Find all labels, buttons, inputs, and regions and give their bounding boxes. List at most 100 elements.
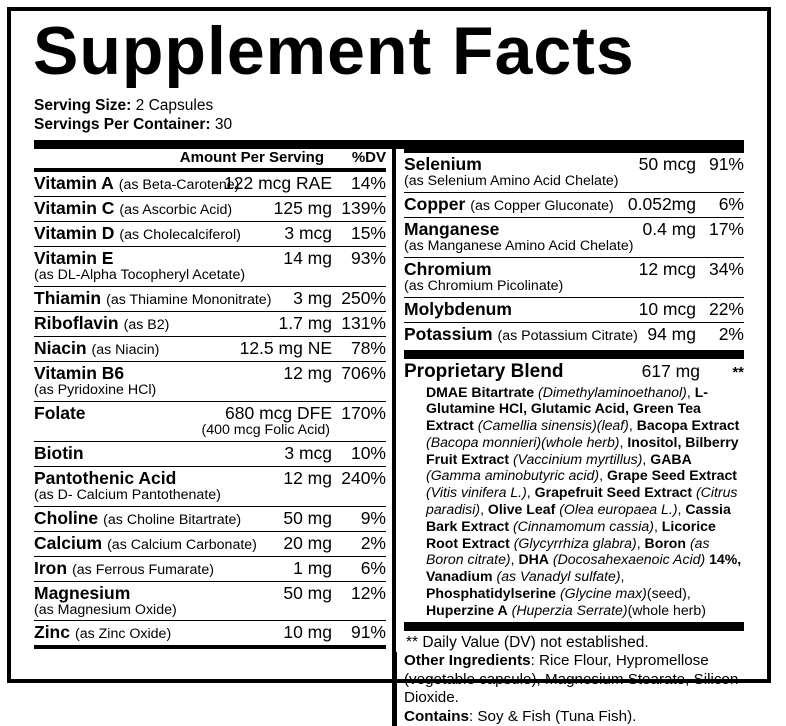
nutrient-source: (as Potassium Citrate)	[497, 327, 638, 344]
proprietary-blend-ingredients: DMAE Bitartrate (Dimethylaminoethanol), …	[426, 383, 742, 618]
nutrient-row-main: Molybdenum 10 mcg 22%	[404, 299, 744, 320]
nutrient-source: (as Thiamine Mononitrate)	[106, 291, 272, 308]
nutrient-amount: 1.7 mg	[278, 312, 333, 333]
nutrient-source: (as Chromium Picolinate)	[404, 277, 564, 294]
nutrient-column-right: Selenium 50 mcg 91% (as Selenium Amino Acid…	[404, 148, 744, 652]
nutrient-name: Vitamin B6	[34, 362, 125, 383]
nutrient-source: (as Magnesium Oxide)	[34, 601, 177, 618]
nutrient-name-group: Selenium	[404, 154, 633, 175]
nutrient-percent-dv: 10%	[350, 442, 386, 463]
nutrient-percent-dv: 6%	[718, 193, 744, 214]
serving-size-label: Serving Size:	[34, 96, 132, 114]
nutrient-name: Molybdenum	[404, 298, 512, 319]
nutrient-percent-dv: 706%	[341, 362, 386, 383]
nutrient-amount: 10 mg	[283, 622, 332, 643]
nutrient-name: Zinc	[34, 622, 70, 643]
nutrient-row-main: Biotin 3 mcg 10%	[34, 443, 386, 464]
nutrient-amount: 10 mcg	[638, 298, 696, 319]
nutrient-row: Manganese 0.4 mg 17% (as Manganese Amino Ac…	[404, 216, 744, 257]
serving-info: Serving Size: 2 Capsules Servings Per Co…	[34, 96, 753, 135]
nutrient-name: Calcium	[34, 532, 103, 553]
nutrient-source: (as Manganese Amino Acid Chelate)	[404, 237, 634, 254]
nutrient-percent-dv: 15%	[350, 222, 386, 243]
nutrient-amount: 122 mcg RAE	[224, 172, 332, 193]
nutrient-row-main: Zinc (as Zinc Oxide) 10 mg 91%	[34, 622, 386, 643]
nutrient-name-group: Niacin (as Niacin)	[34, 338, 234, 359]
nutrient-row-main: Vitamin B6 12 mg 706%	[34, 363, 386, 384]
nutrient-row: Riboflavin (as B2) 1.7 mg 131%	[34, 310, 386, 336]
nutrient-name-group: Biotin	[34, 443, 278, 464]
nutrient-percent-dv: 139%	[341, 197, 386, 218]
nutrient-row-main: Manganese 0.4 mg 17%	[404, 219, 744, 240]
nutrient-percent-dv: 78%	[350, 337, 386, 358]
nutrient-percent-dv: 240%	[341, 467, 386, 488]
nutrient-name: Niacin	[34, 337, 87, 358]
nutrient-amount: 0.4 mg	[642, 218, 697, 239]
nutrient-row-main: Vitamin A (as Beta-Carotene) 122 mcg RAE 14…	[34, 173, 386, 194]
nutrient-percent-dv: 2%	[360, 532, 386, 553]
nutrient-amount: 12 mg	[283, 467, 332, 488]
other-ingredients-text: : Rice Flour, Hypromellose (vegetable ca…	[404, 652, 739, 707]
nutrient-amount: 12.5 mg NE	[239, 337, 332, 358]
nutrient-row: Selenium 50 mcg 91% (as Selenium Amino Acid…	[404, 153, 744, 192]
amount-per-serving-header: Amount Per Serving	[179, 148, 324, 166]
nutrient-name: Riboflavin	[34, 312, 119, 333]
nutrient-source: (as DL-Alpha Tocopheryl Acetate)	[34, 266, 246, 283]
nutrient-percent-dv: 17%	[708, 218, 744, 239]
nutrient-amount: 3 mg	[293, 287, 332, 308]
right-nutrient-rows: Selenium 50 mcg 91% (as Selenium Amino Acid…	[404, 153, 744, 347]
nutrient-percent-dv: 6%	[360, 557, 386, 578]
nutrient-row-main: Calcium (as Calcium Carbonate) 20 mg 2%	[34, 533, 386, 554]
nutrient-name-group: Pantothenic Acid	[34, 468, 277, 489]
nutrient-name-group: Calcium (as Calcium Carbonate)	[34, 533, 277, 554]
nutrient-name-group: Riboflavin (as B2)	[34, 313, 273, 334]
nutrient-name-group: Magnesium	[34, 583, 277, 604]
nutrient-row: Vitamin E 14 mg 93% (as DL-Alpha Tocopheryl…	[34, 245, 386, 286]
nutrient-percent-dv: 2%	[718, 323, 744, 344]
nutrient-source: (as Ascorbic Acid)	[119, 201, 233, 218]
nutrient-row-main: Vitamin E 14 mg 93%	[34, 248, 386, 269]
nutrient-name: Copper	[404, 193, 466, 214]
percent-dv-header: %DV	[351, 148, 386, 166]
nutrient-amount: 50 mg	[283, 582, 332, 603]
contains-text: : Soy & Fish (Tuna Fish).	[468, 707, 637, 725]
nutrient-row: Folate 680 mcg DFE 170% (400 mcg Folic Acid…	[34, 400, 386, 441]
nutrient-row: Molybdenum 10 mcg 22%	[404, 296, 744, 322]
nutrient-amount: 0.052mg	[627, 193, 696, 214]
nutrient-row-main: Riboflavin (as B2) 1.7 mg 131%	[34, 313, 386, 334]
nutrient-name-group: Iron (as Ferrous Fumarate)	[34, 558, 287, 579]
other-ingredients-line: Other Ingredients: Rice Flour, Hypromell…	[404, 652, 782, 708]
nutrient-row: Vitamin B6 12 mg 706% (as Pyridoxine HCl)	[34, 360, 386, 401]
nutrient-amount: 3 mcg	[284, 442, 332, 463]
nutrient-row: Niacin (as Niacin) 12.5 mg NE 78%	[34, 335, 386, 361]
servings-per-container-value: 30	[214, 116, 233, 134]
nutrient-amount: 125 mg	[273, 197, 332, 218]
nutrient-amount: 20 mg	[283, 532, 332, 553]
column-divider	[392, 148, 396, 669]
nutrient-source: (as Beta-Carotene)	[118, 176, 240, 193]
nutrient-name: Thiamin	[34, 287, 102, 308]
nutrient-percent-dv: 22%	[708, 298, 744, 319]
nutrient-amount: 12 mcg	[638, 258, 696, 279]
nutrient-name-group: Folate	[34, 403, 219, 424]
nutrient-row-main: Pantothenic Acid 12 mg 240%	[34, 468, 386, 489]
nutrient-percent-dv: 131%	[341, 312, 386, 333]
nutrient-row-main: Thiamin (as Thiamine Mononitrate) 3 mg 250%	[34, 288, 386, 309]
nutrient-row-main: Selenium 50 mcg 91%	[404, 154, 744, 175]
nutrient-row: Vitamin D (as Cholecalciferol) 3 mcg 15%	[34, 220, 386, 246]
nutrient-amount: 94 mg	[647, 323, 696, 344]
nutrient-row: Pantothenic Acid 12 mg 240% (as D- Calcium …	[34, 465, 386, 506]
nutrient-percent-dv: 91%	[708, 153, 744, 174]
nutrient-percent-dv: 170%	[341, 402, 386, 423]
nutrient-row: Iron (as Ferrous Fumarate) 1 mg 6%	[34, 555, 386, 581]
nutrient-name-group: Zinc (as Zinc Oxide)	[34, 622, 277, 643]
proprietary-blend-header: Proprietary Blend 617 mg **	[404, 359, 744, 383]
nutrient-row: Potassium (as Potassium Citrate) 94 mg 2%	[404, 321, 744, 347]
servings-per-container-line: Servings Per Container: 30	[34, 115, 753, 135]
nutrient-amount: 50 mcg	[638, 153, 696, 174]
nutrient-amount: 14 mg	[283, 247, 332, 268]
footnote-divider	[404, 622, 744, 632]
nutrient-name-group: Vitamin D (as Cholecalciferol)	[34, 223, 278, 244]
proprietary-blend-dv: **	[732, 363, 744, 381]
nutrient-amount: 680 mcg DFE	[225, 402, 332, 423]
